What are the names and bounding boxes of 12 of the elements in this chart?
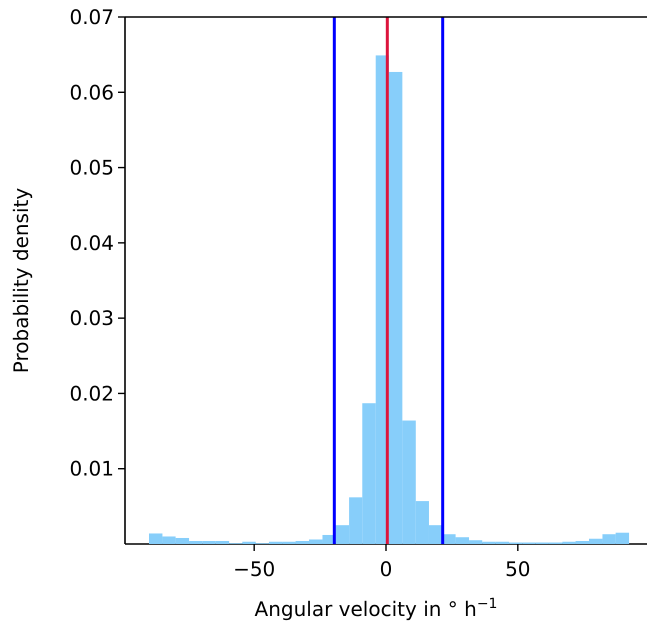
x-axis-title: Angular velocity in ° h$^{−1}$: [254, 596, 498, 621]
x-tick-label: 50: [505, 557, 531, 581]
y-tick-label: 0.03: [69, 306, 114, 330]
x-tick-label: −50: [233, 557, 276, 581]
y-axis-title: Probability density: [9, 188, 33, 374]
y-tick-label: 0.07: [69, 5, 114, 29]
x-tick-label: 0: [380, 557, 392, 581]
y-tick-label: 0.05: [69, 156, 114, 180]
y-tick-label: 0.01: [69, 456, 114, 481]
y-tick-label: 0.04: [69, 230, 114, 255]
y-tick-label: 0.02: [69, 381, 114, 406]
y-tick-label: 0.06: [69, 80, 114, 104]
